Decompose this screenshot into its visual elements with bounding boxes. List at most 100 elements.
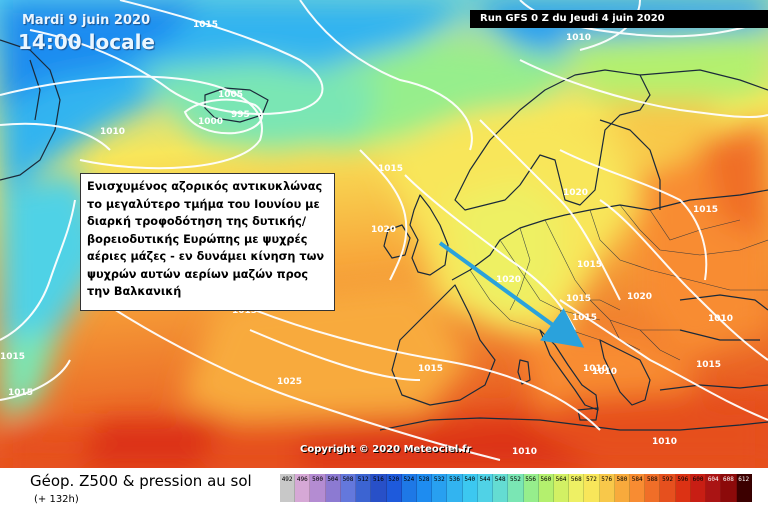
isobar-label: 1010 [512,447,538,457]
scale-segment: 576 [599,474,615,502]
scale-label: 496 [296,476,308,483]
scale-label: 572 [586,476,597,483]
scale-label: 560 [540,476,552,483]
scale-label: 552 [509,476,521,483]
scale-segment: 600 [690,474,707,502]
scale-segment: 580 [614,474,631,502]
scale-label: 512 [357,476,369,483]
scale-segment: 544 [477,474,494,502]
scale-label: 576 [601,476,613,483]
isobar-label: 1000 [198,117,224,127]
scale-label: 532 [433,476,445,483]
product-title: Géop. Z500 & pression au sol [30,472,252,490]
scale-segment: 568 [569,474,585,502]
scale-label: 568 [570,476,582,483]
isobar-label: 1015 [8,388,34,398]
scale-label: 492 [281,476,293,483]
scale-segment: 560 [538,474,554,502]
scale-segment: 612 [736,474,752,502]
scale-segment: 572 [584,474,600,502]
scale-segment: 540 [462,474,478,502]
scale-segment: 504 [325,474,341,502]
isobar-label: 1015 [378,164,404,174]
scale-segment: 496 [295,474,311,502]
scale-label: 504 [327,476,339,483]
scale-label: 536 [449,476,460,483]
annotation-box: Ενισχυμένος αζορικός αντικυκλώνας το μεγ… [80,173,335,311]
scale-segment: 604 [706,474,722,502]
forecast-date: Mardi 9 juin 2020 [22,13,151,28]
isobar-label: 1020 [371,225,397,235]
coastlines [0,39,768,431]
scale-segment: 516 [371,474,387,502]
scale-label: 612 [738,476,750,483]
scale-segment: 564 [553,474,570,502]
scale-segment: 556 [523,474,539,502]
scale-label: 540 [464,476,476,483]
isobar-label: 1010 [583,364,609,374]
isobar-label: 1015 [232,306,258,316]
scale-segment: 588 [645,474,661,502]
scale-label: 544 [479,476,491,483]
isobar-label: 1015 [0,352,26,362]
scale-segment: 584 [630,474,646,502]
forecast-time: 14:00 locale [18,30,155,54]
isobar-label: 1015 [693,205,719,215]
isobar-label: 1020 [627,292,653,302]
scale-label: 556 [525,476,537,483]
scale-segment: 596 [675,474,691,502]
scale-label: 548 [494,476,506,483]
isobar-label: 1015 [572,313,598,323]
scale-segment: 492 [280,474,296,502]
scale-segment: 520 [386,474,402,502]
scale-label: 508 [342,476,354,483]
scale-segment: 500 [310,474,326,502]
isobar-label: 1010 [652,437,678,447]
scale-label: 600 [692,476,704,483]
color-scale: 492 496 500 504 508 512 516 520 524 528 532 536 540 5… [280,474,752,502]
scale-label: 564 [555,476,567,483]
scale-segment: 524 [401,474,417,502]
isobar-label: 1020 [563,188,589,198]
cold-air-arrow [438,241,585,348]
scale-label: 500 [312,476,323,483]
legend-footer: Géop. Z500 & pression au sol (+ 132h) 49… [0,468,768,512]
scale-label: 580 [616,476,628,483]
model-run-label: Run GFS 0 Z du Jeudi 4 juin 2020 [470,10,768,28]
scale-label: 596 [677,476,689,483]
isobar-label: 1015 [418,364,444,374]
scale-segment: 532 [432,474,448,502]
scale-segment: 548 [493,474,509,502]
forecast-hour: (+ 132h) [34,494,79,505]
scale-label: 608 [723,476,734,483]
scale-label: 524 [403,476,415,483]
isobar-label: 1010 [100,127,126,137]
scale-label: 592 [662,476,673,483]
scale-segment: 536 [447,474,463,502]
isobar-label: 995 [231,110,250,120]
isobar-label: 1015 [193,20,219,30]
scale-segment: 528 [416,474,433,502]
scale-segment: 608 [721,474,737,502]
isobar-label: 1010 [708,314,734,324]
isobar-label: 1015 [577,260,603,270]
isobar-label: 1020 [496,275,522,285]
isobar-label: 1015 [566,294,592,304]
isobar-label: 1010 [592,367,618,377]
scale-label: 604 [707,476,719,483]
copyright-label: Copyright © 2020 Meteociel.fr [300,444,472,455]
scale-segment: 552 [508,474,524,502]
scale-label: 516 [373,476,384,483]
isobar-lines [0,0,768,460]
scale-segment: 512 [356,474,372,502]
scale-label: 528 [418,476,430,483]
scale-label: 584 [631,476,643,483]
isobar-label: 1005 [218,90,244,100]
scale-segment: 592 [660,474,676,502]
isobar-label: 1025 [277,377,303,387]
isobar-label: 1010 [566,33,592,43]
isobar-label: 1015 [696,360,722,370]
scale-label: 588 [646,476,658,483]
scale-label: 520 [388,476,400,483]
